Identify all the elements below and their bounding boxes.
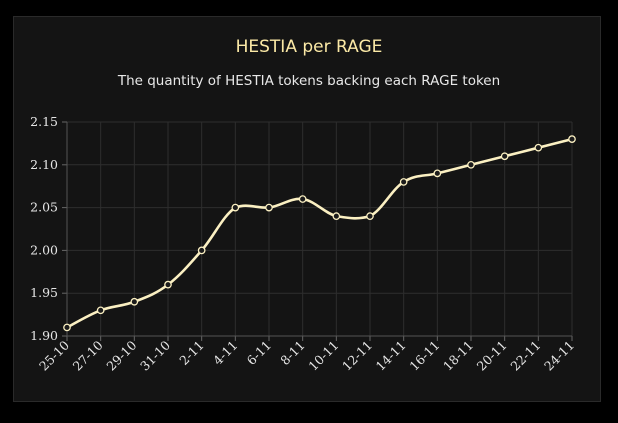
data-point[interactable]: [568, 135, 576, 143]
data-point[interactable]: [399, 178, 408, 186]
y-tick-label: 2.00: [30, 242, 58, 257]
data-point[interactable]: [265, 203, 273, 212]
data-points: [63, 135, 576, 332]
data-point[interactable]: [500, 152, 509, 161]
data-point[interactable]: [130, 297, 139, 306]
x-tick-label: 31-10: [137, 337, 173, 373]
y-tick-label: 1.90: [30, 328, 58, 343]
data-point[interactable]: [96, 306, 105, 315]
data-point[interactable]: [534, 143, 543, 152]
data-point[interactable]: [467, 160, 475, 169]
x-tick-label: 10-11: [305, 338, 341, 374]
x-tick-label: 16-11: [406, 338, 442, 374]
chart-title: HESTIA per RAGE: [235, 37, 383, 57]
axes: [62, 121, 573, 341]
x-tick-label: 6-11: [244, 338, 274, 368]
data-point[interactable]: [164, 280, 172, 289]
data-point[interactable]: [366, 212, 374, 221]
data-point[interactable]: [332, 212, 341, 221]
data-point[interactable]: [197, 246, 206, 255]
x-tick-label: 14-11: [373, 338, 409, 374]
chart-subtitle: The quantity of HESTIA tokens backing ea…: [117, 73, 501, 89]
data-point[interactable]: [298, 195, 307, 203]
x-tick-label: 29-10: [103, 337, 139, 373]
y-tick-label: 2.05: [30, 200, 58, 215]
data-point[interactable]: [433, 169, 442, 178]
x-tick-label: 18-11: [440, 338, 476, 374]
x-tick-label: 24-11: [541, 338, 577, 374]
x-tick-label: 20-11: [474, 338, 510, 374]
x-tick-label: 27-10: [70, 337, 106, 373]
x-tick-label: 8-11: [277, 338, 307, 368]
data-point[interactable]: [63, 323, 71, 332]
data-point[interactable]: [231, 203, 240, 212]
x-tick-label: 4-11: [210, 338, 240, 368]
x-tick-label: 12-11: [339, 338, 375, 374]
y-tick-labels: 1.90 1.95 2.00 2.05 2.10 2.15: [30, 114, 58, 343]
x-tick-label: 2-11: [176, 338, 206, 368]
y-tick-label: 2.10: [30, 157, 58, 172]
y-tick-label: 2.15: [30, 114, 58, 129]
series-line-layer: [65, 137, 574, 329]
x-tick-label: 22-11: [507, 338, 543, 374]
y-tick-label: 1.95: [30, 285, 58, 300]
series-line: [65, 137, 574, 329]
grid: [66, 121, 573, 337]
chart-card: [13, 16, 601, 402]
